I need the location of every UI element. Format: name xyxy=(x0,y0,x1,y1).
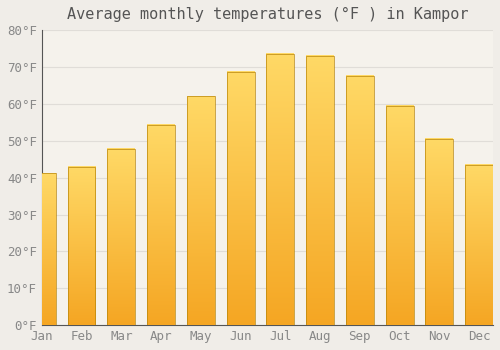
Title: Average monthly temperatures (°F ) in Kampor: Average monthly temperatures (°F ) in Ka… xyxy=(66,7,468,22)
